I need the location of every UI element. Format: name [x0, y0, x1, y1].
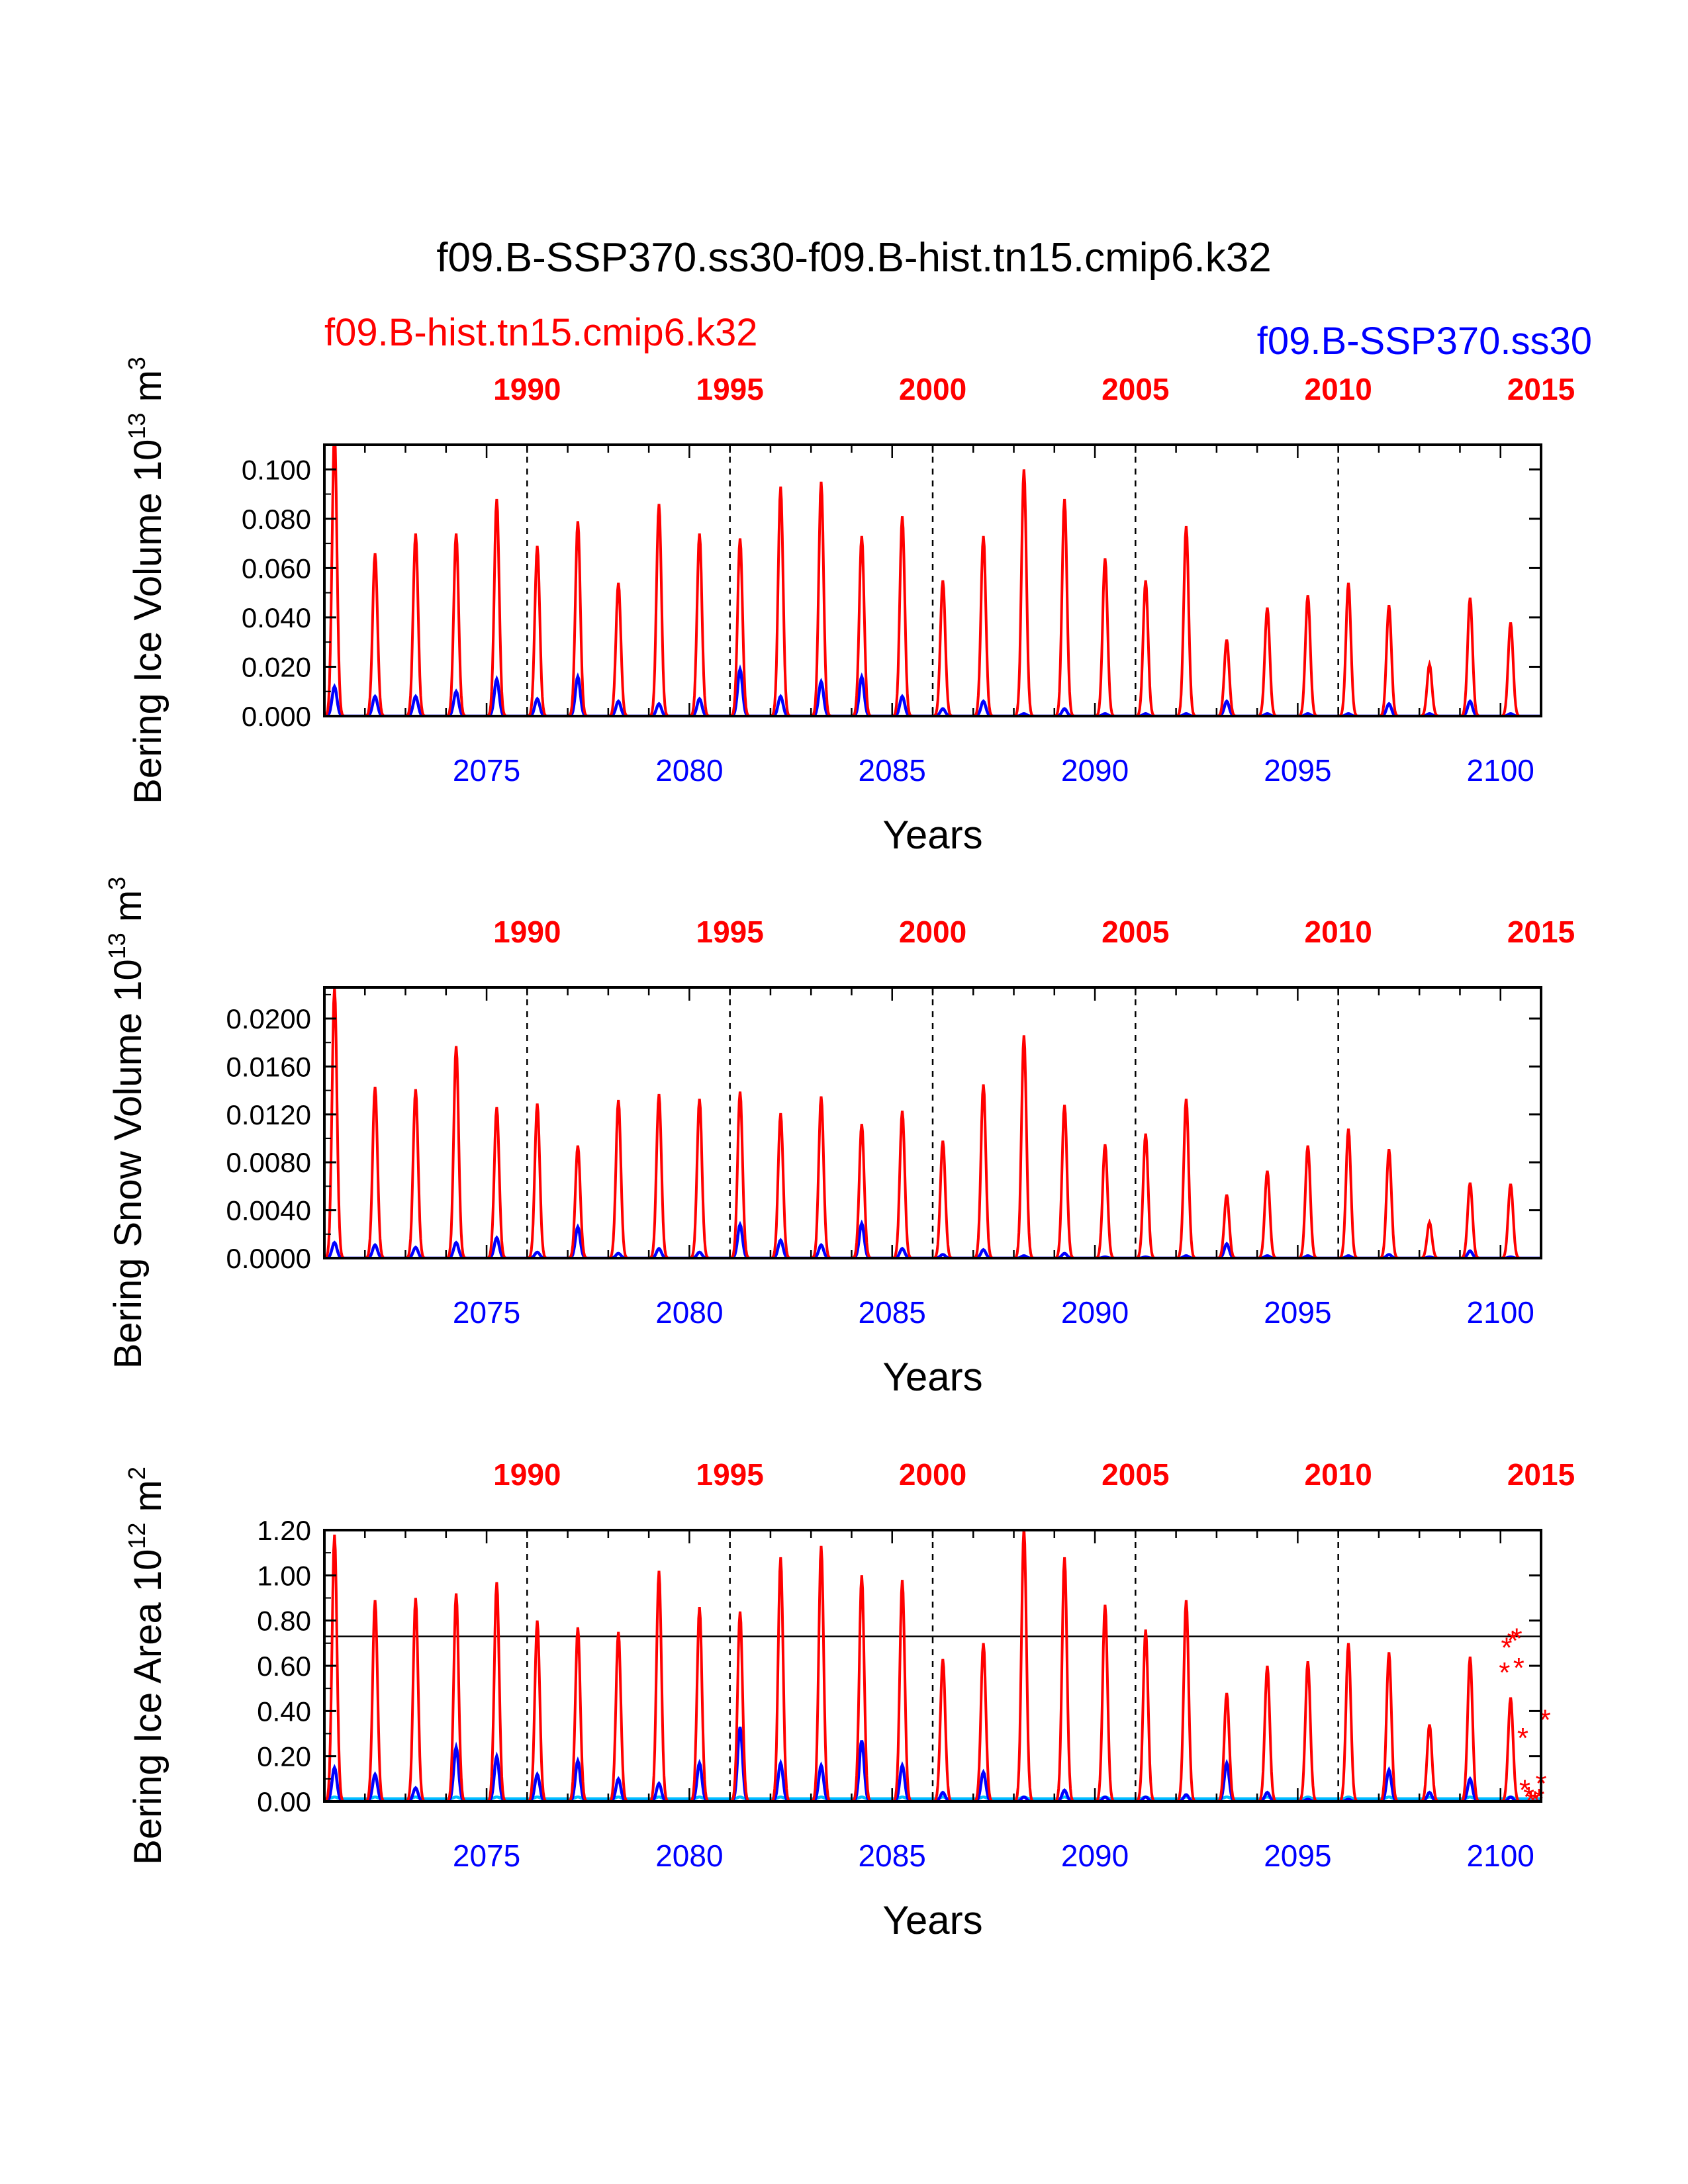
- ice-area-marker: *: [1513, 1652, 1524, 1684]
- ice-area-marker: *: [1517, 1722, 1528, 1754]
- ice-volume-top-xtick-label: 2015: [1507, 372, 1575, 406]
- ice-volume-top-xtick-label: 2000: [899, 372, 966, 406]
- snow-volume-xtick-label: 2080: [655, 1295, 723, 1330]
- snow-volume-ylabel: Bering Snow Volume 1013 m3: [103, 877, 150, 1369]
- ice-area-marker: *: [1507, 1625, 1519, 1657]
- ice-volume-xtick-label: 2080: [655, 753, 723, 788]
- snow-volume-top-xtick-label: 2000: [899, 915, 966, 949]
- ice-area-marker: *: [1519, 1774, 1530, 1807]
- ice-area-top-xtick-label: 2015: [1507, 1457, 1575, 1492]
- ice-area-ytick-label: 1.00: [257, 1560, 311, 1591]
- snow-volume-top-xtick-label: 2010: [1304, 915, 1372, 949]
- ice-volume-xtick-label: 2085: [859, 753, 926, 788]
- figure-title: f09.B-SSP370.ss30-f09.B-hist.tn15.cmip6.…: [436, 235, 1271, 281]
- ice-area-top-xtick-label: 2000: [899, 1457, 966, 1492]
- ice-volume-ytick-label: 0.080: [242, 504, 311, 535]
- snow-volume-top-xtick-label: 2015: [1507, 915, 1575, 949]
- ice-volume-ytick-label: 0.020: [242, 651, 311, 682]
- snow-volume-panel: 0.0000 0.0040 0.0080 0.0120 0.0160 0.0200 2075…: [103, 877, 1575, 1399]
- ice-volume-top-xtick-label: 2010: [1304, 372, 1372, 406]
- ice-volume-top-xtick-label: 2005: [1102, 372, 1169, 406]
- ice-volume-xtick-label: 2090: [1061, 753, 1129, 788]
- ice-volume-xtick-label: 2075: [453, 753, 520, 788]
- ice-area-xtick-label: 2085: [859, 1839, 926, 1873]
- snow-volume-ytick-label: 0.0200: [226, 1003, 311, 1034]
- ice-volume-panel: 0.000 0.020 0.040 0.060 0.080 0.100 2075 2080 20…: [123, 357, 1575, 857]
- legend-ssp: f09.B-SSP370.ss30: [1257, 320, 1592, 363]
- ice-volume-ytick-label: 0.100: [242, 454, 311, 485]
- ice-area-marker: *: [1511, 1623, 1523, 1655]
- ice-area-ylabel: Bering Ice Area 1012 m2: [123, 1467, 169, 1865]
- snow-volume-xtick-label: 2095: [1264, 1295, 1331, 1330]
- ice-area-panel: *************0.000.200.400.600.801.001.2…: [123, 1457, 1575, 1942]
- ice-area-xtick-label: 2100: [1467, 1839, 1534, 1873]
- ice-volume-ytick-label: 0.060: [242, 553, 311, 584]
- ice-area-marker: *: [1523, 1781, 1534, 1813]
- ice-volume-ylabel: Bering Ice Volume 1013 m3: [123, 357, 169, 804]
- ice-area-xtick-label: 2090: [1061, 1839, 1129, 1873]
- ice-area-top-xtick-label: 1995: [696, 1457, 763, 1492]
- ice-area-marker: *: [1499, 1657, 1510, 1689]
- ice-volume-xtick-label: 2095: [1264, 753, 1331, 788]
- ice-area-ytick-label: 0.80: [257, 1606, 311, 1637]
- ice-volume-top-xtick-label: 1995: [696, 372, 763, 406]
- ice-area-top-xtick-label: 2010: [1304, 1457, 1372, 1492]
- ice-area-ytick-label: 0.00: [257, 1786, 311, 1817]
- ice-area-top-xtick-label: 1990: [493, 1457, 561, 1492]
- ice-area-xtick-label: 2075: [453, 1839, 520, 1873]
- snow-volume-top-xtick-label: 1990: [493, 915, 561, 949]
- ice-area-top-xtick-label: 2005: [1102, 1457, 1169, 1492]
- ice-area-xtick-label: 2080: [655, 1839, 723, 1873]
- snow-volume-ytick-label: 0.0000: [226, 1243, 311, 1274]
- snow-volume-xtick-label: 2085: [859, 1295, 926, 1330]
- ice-area-ytick-label: 0.40: [257, 1696, 311, 1727]
- ice-area-xtick-label: 2095: [1264, 1839, 1331, 1873]
- ice-area-xlabel: Years: [882, 1898, 982, 1942]
- snow-volume-top-xtick-label: 2005: [1102, 915, 1169, 949]
- snow-volume-top-xtick-label: 1995: [696, 915, 763, 949]
- legend-hist: f09.B-hist.tn15.cmip6.k32: [324, 311, 757, 354]
- snow-volume-xlabel: Years: [882, 1355, 982, 1399]
- ice-volume-top-xtick-label: 1990: [493, 372, 561, 406]
- snow-volume-ytick-label: 0.0160: [226, 1051, 311, 1082]
- ice-volume-ytick-label: 0.040: [242, 602, 311, 633]
- snow-volume-ytick-label: 0.0120: [226, 1099, 311, 1130]
- ice-area-ytick-label: 1.20: [257, 1515, 311, 1546]
- snow-volume-xtick-label: 2100: [1467, 1295, 1534, 1330]
- ice-area-ytick-label: 0.60: [257, 1651, 311, 1682]
- snow-volume-xtick-label: 2075: [453, 1295, 520, 1330]
- snow-volume-xtick-label: 2090: [1061, 1295, 1129, 1330]
- snow-volume-ytick-label: 0.0080: [226, 1147, 311, 1178]
- ice-volume-xlabel: Years: [882, 813, 982, 857]
- ice-volume-xtick-label: 2100: [1467, 753, 1534, 788]
- snow-volume-ytick-label: 0.0040: [226, 1195, 311, 1226]
- ice-area-ytick-label: 0.20: [257, 1741, 311, 1772]
- ice-area-marker: *: [1501, 1631, 1512, 1664]
- ice-volume-ytick-label: 0.000: [242, 701, 311, 732]
